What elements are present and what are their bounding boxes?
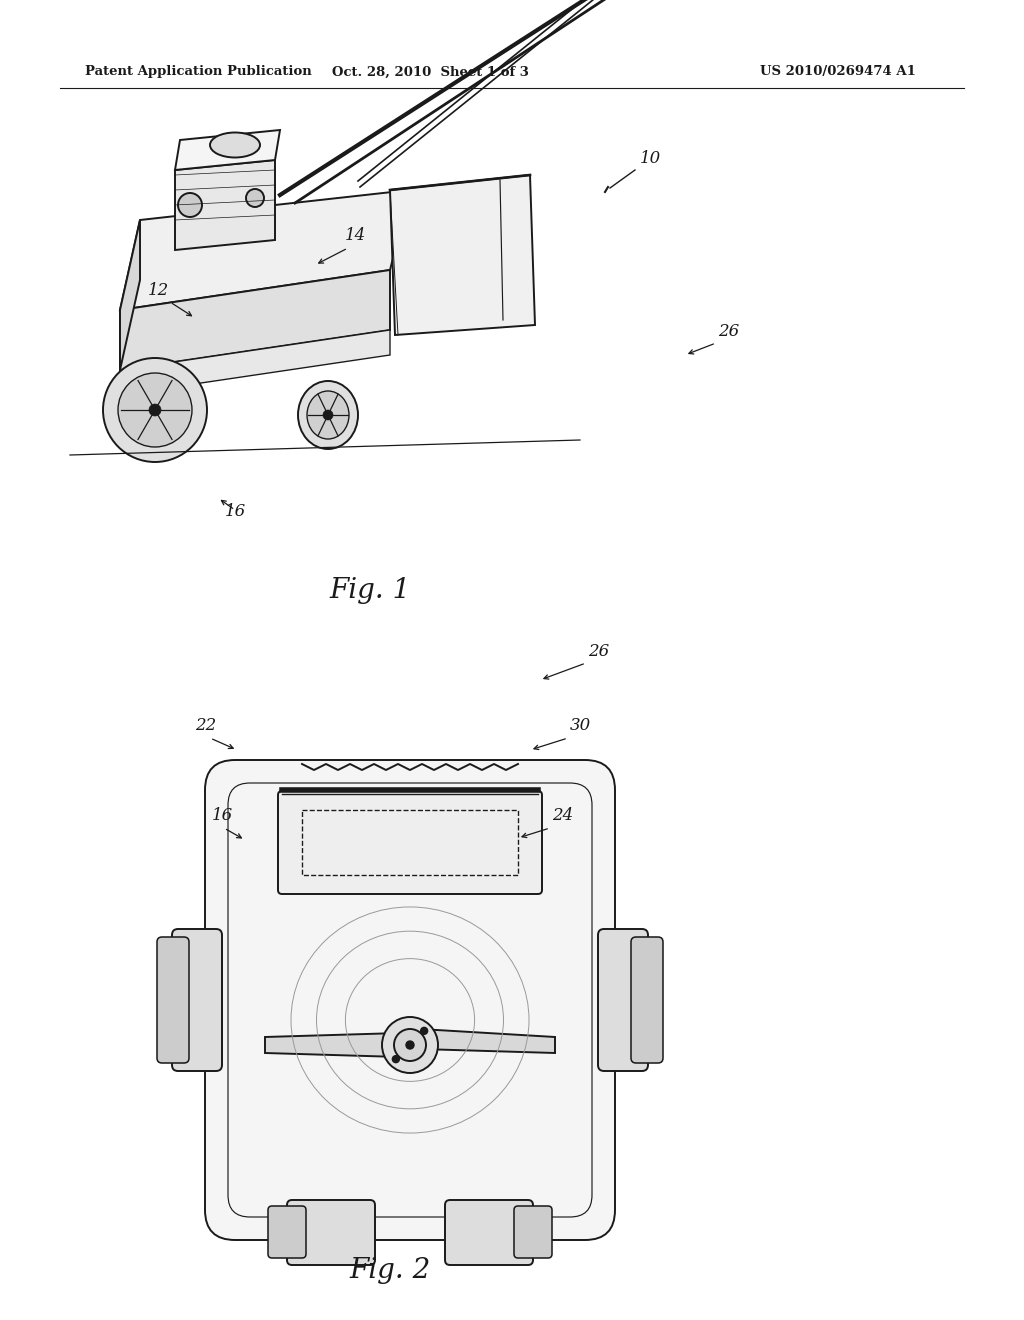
Polygon shape	[175, 129, 280, 170]
Text: 16: 16	[225, 503, 246, 520]
FancyBboxPatch shape	[445, 1200, 534, 1265]
Text: 30: 30	[570, 717, 591, 734]
Text: 10: 10	[640, 150, 662, 168]
Polygon shape	[420, 1030, 555, 1053]
FancyBboxPatch shape	[278, 791, 542, 894]
Circle shape	[118, 374, 193, 447]
Polygon shape	[120, 190, 410, 310]
FancyBboxPatch shape	[205, 760, 615, 1239]
FancyBboxPatch shape	[172, 929, 222, 1071]
Bar	[302, 810, 518, 875]
Circle shape	[394, 1030, 426, 1061]
Ellipse shape	[298, 381, 358, 449]
Circle shape	[103, 358, 207, 462]
Text: US 2010/0269474 A1: US 2010/0269474 A1	[760, 66, 915, 78]
FancyBboxPatch shape	[287, 1200, 375, 1265]
Text: 22: 22	[195, 717, 216, 734]
Text: Patent Application Publication: Patent Application Publication	[85, 66, 311, 78]
FancyBboxPatch shape	[268, 1206, 306, 1258]
Polygon shape	[175, 160, 275, 249]
Text: 24: 24	[552, 807, 573, 824]
Ellipse shape	[210, 132, 260, 157]
Text: 16: 16	[212, 807, 233, 824]
Circle shape	[421, 1027, 428, 1035]
Circle shape	[178, 193, 202, 216]
FancyBboxPatch shape	[598, 929, 648, 1071]
Circle shape	[382, 1016, 438, 1073]
FancyBboxPatch shape	[631, 937, 663, 1063]
Text: Oct. 28, 2010  Sheet 1 of 3: Oct. 28, 2010 Sheet 1 of 3	[332, 66, 528, 78]
Circle shape	[323, 411, 333, 420]
Ellipse shape	[307, 391, 349, 440]
Text: 26: 26	[718, 323, 739, 341]
Text: Fig. 1: Fig. 1	[330, 577, 411, 603]
Text: Fig. 2: Fig. 2	[349, 1257, 431, 1283]
Text: 12: 12	[148, 282, 169, 300]
Polygon shape	[390, 176, 535, 335]
Text: 26: 26	[588, 643, 609, 660]
Polygon shape	[120, 220, 140, 370]
FancyBboxPatch shape	[514, 1206, 552, 1258]
FancyBboxPatch shape	[157, 937, 189, 1063]
Circle shape	[392, 1056, 399, 1063]
Circle shape	[150, 404, 161, 416]
Polygon shape	[120, 271, 390, 370]
Text: 14: 14	[345, 227, 367, 244]
Polygon shape	[120, 330, 390, 395]
Circle shape	[406, 1041, 414, 1049]
Circle shape	[246, 189, 264, 207]
Polygon shape	[265, 1034, 400, 1057]
